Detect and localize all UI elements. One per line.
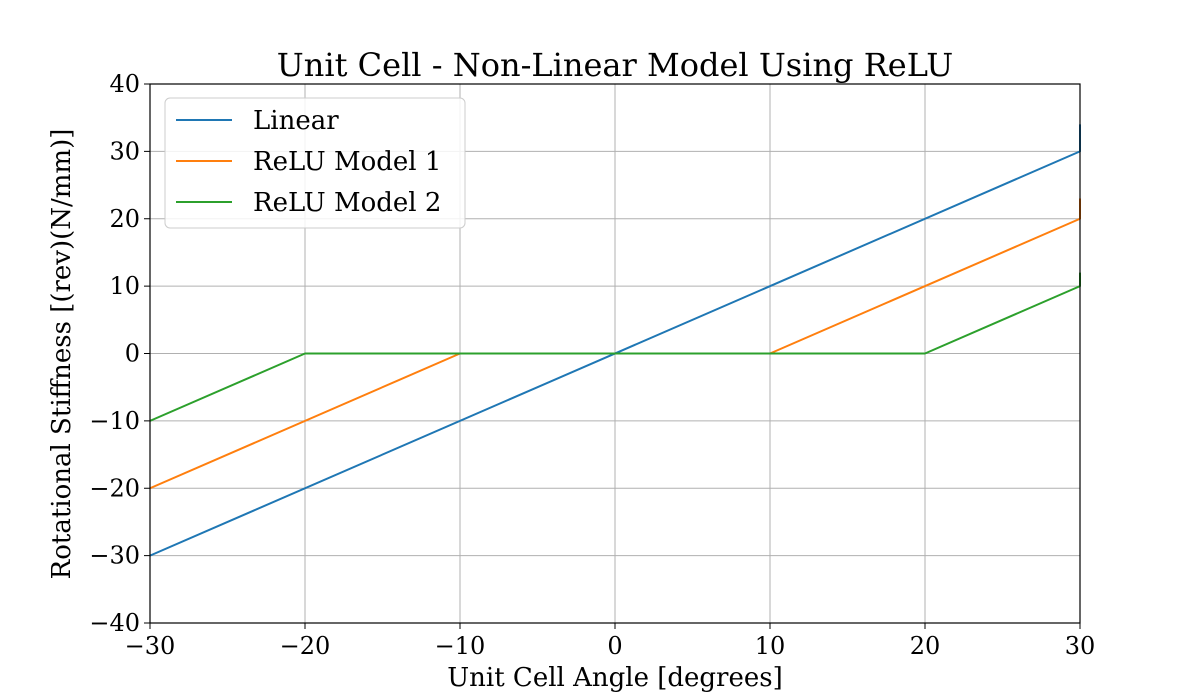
y-tick-label: 0 <box>125 340 140 368</box>
x-tick-label: 30 <box>1065 632 1096 660</box>
legend-label-3: ReLU Model 2 <box>253 188 441 218</box>
y-tick-label: −40 <box>89 609 140 637</box>
x-tick-label: −30 <box>125 632 176 660</box>
x-tick-label: 20 <box>910 632 941 660</box>
legend-label-1: Linear <box>253 106 339 136</box>
y-tick-label: −10 <box>89 407 140 435</box>
x-tick-label: 0 <box>607 632 622 660</box>
x-tick-label: −10 <box>435 632 486 660</box>
legend-box <box>164 97 466 229</box>
chart-title: Unit Cell - Non-Linear Model Using ReLU <box>277 46 953 84</box>
legend-label-2: ReLU Model 1 <box>253 147 441 177</box>
y-axis-label: Rotational Stiffness [(rev)(N/mm)] <box>47 129 77 580</box>
y-tick-label: −20 <box>89 474 140 502</box>
x-tick-label: 10 <box>755 632 786 660</box>
x-tick-label: −20 <box>280 632 331 660</box>
x-axis-label: Unit Cell Angle [degrees] <box>447 663 783 693</box>
y-tick-label: −30 <box>89 542 140 570</box>
x-axis: −30 −20 −10 0 10 20 30 <box>125 623 1096 660</box>
legend: Linear ReLU Model 1 ReLU Model 2 <box>164 97 466 229</box>
y-tick-label: 40 <box>109 70 140 98</box>
y-axis: −40 −30 −20 −10 0 10 20 30 40 <box>89 70 150 637</box>
y-tick-label: 30 <box>109 137 140 165</box>
y-tick-label: 20 <box>109 205 140 233</box>
y-tick-label: 10 <box>109 272 140 300</box>
